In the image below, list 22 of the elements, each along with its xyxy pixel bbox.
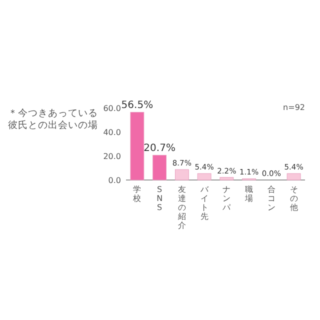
annotation: n=92	[283, 103, 305, 112]
x-tick-label: 合コン	[267, 185, 276, 212]
x-tick-label: 友達の紹介	[176, 185, 186, 230]
y-tick-label: 60.0	[103, 104, 121, 113]
y-tick-label: 20.0	[103, 152, 121, 161]
data-label: 56.5%	[121, 100, 154, 112]
x-tick-label: 職場	[244, 185, 254, 203]
x-tick-label: バイト先	[199, 185, 210, 221]
title: ＊今つきあっている彼氏との出会いの場	[8, 108, 98, 131]
x-tick-label: その他	[290, 185, 298, 212]
bar	[286, 173, 301, 180]
bar	[152, 154, 167, 180]
x-tick-label: SNS	[156, 185, 163, 212]
y-tick-label: 40.0	[103, 128, 121, 137]
bar	[174, 169, 189, 180]
x-tick-label: 学校	[132, 185, 142, 203]
x-tick-label: ナンパ	[222, 185, 232, 212]
bar	[197, 173, 212, 180]
y-tick-label: 0.0	[108, 176, 121, 185]
bar	[130, 112, 144, 180]
bar	[220, 177, 234, 180]
data-label: 20.7%	[144, 143, 176, 154]
